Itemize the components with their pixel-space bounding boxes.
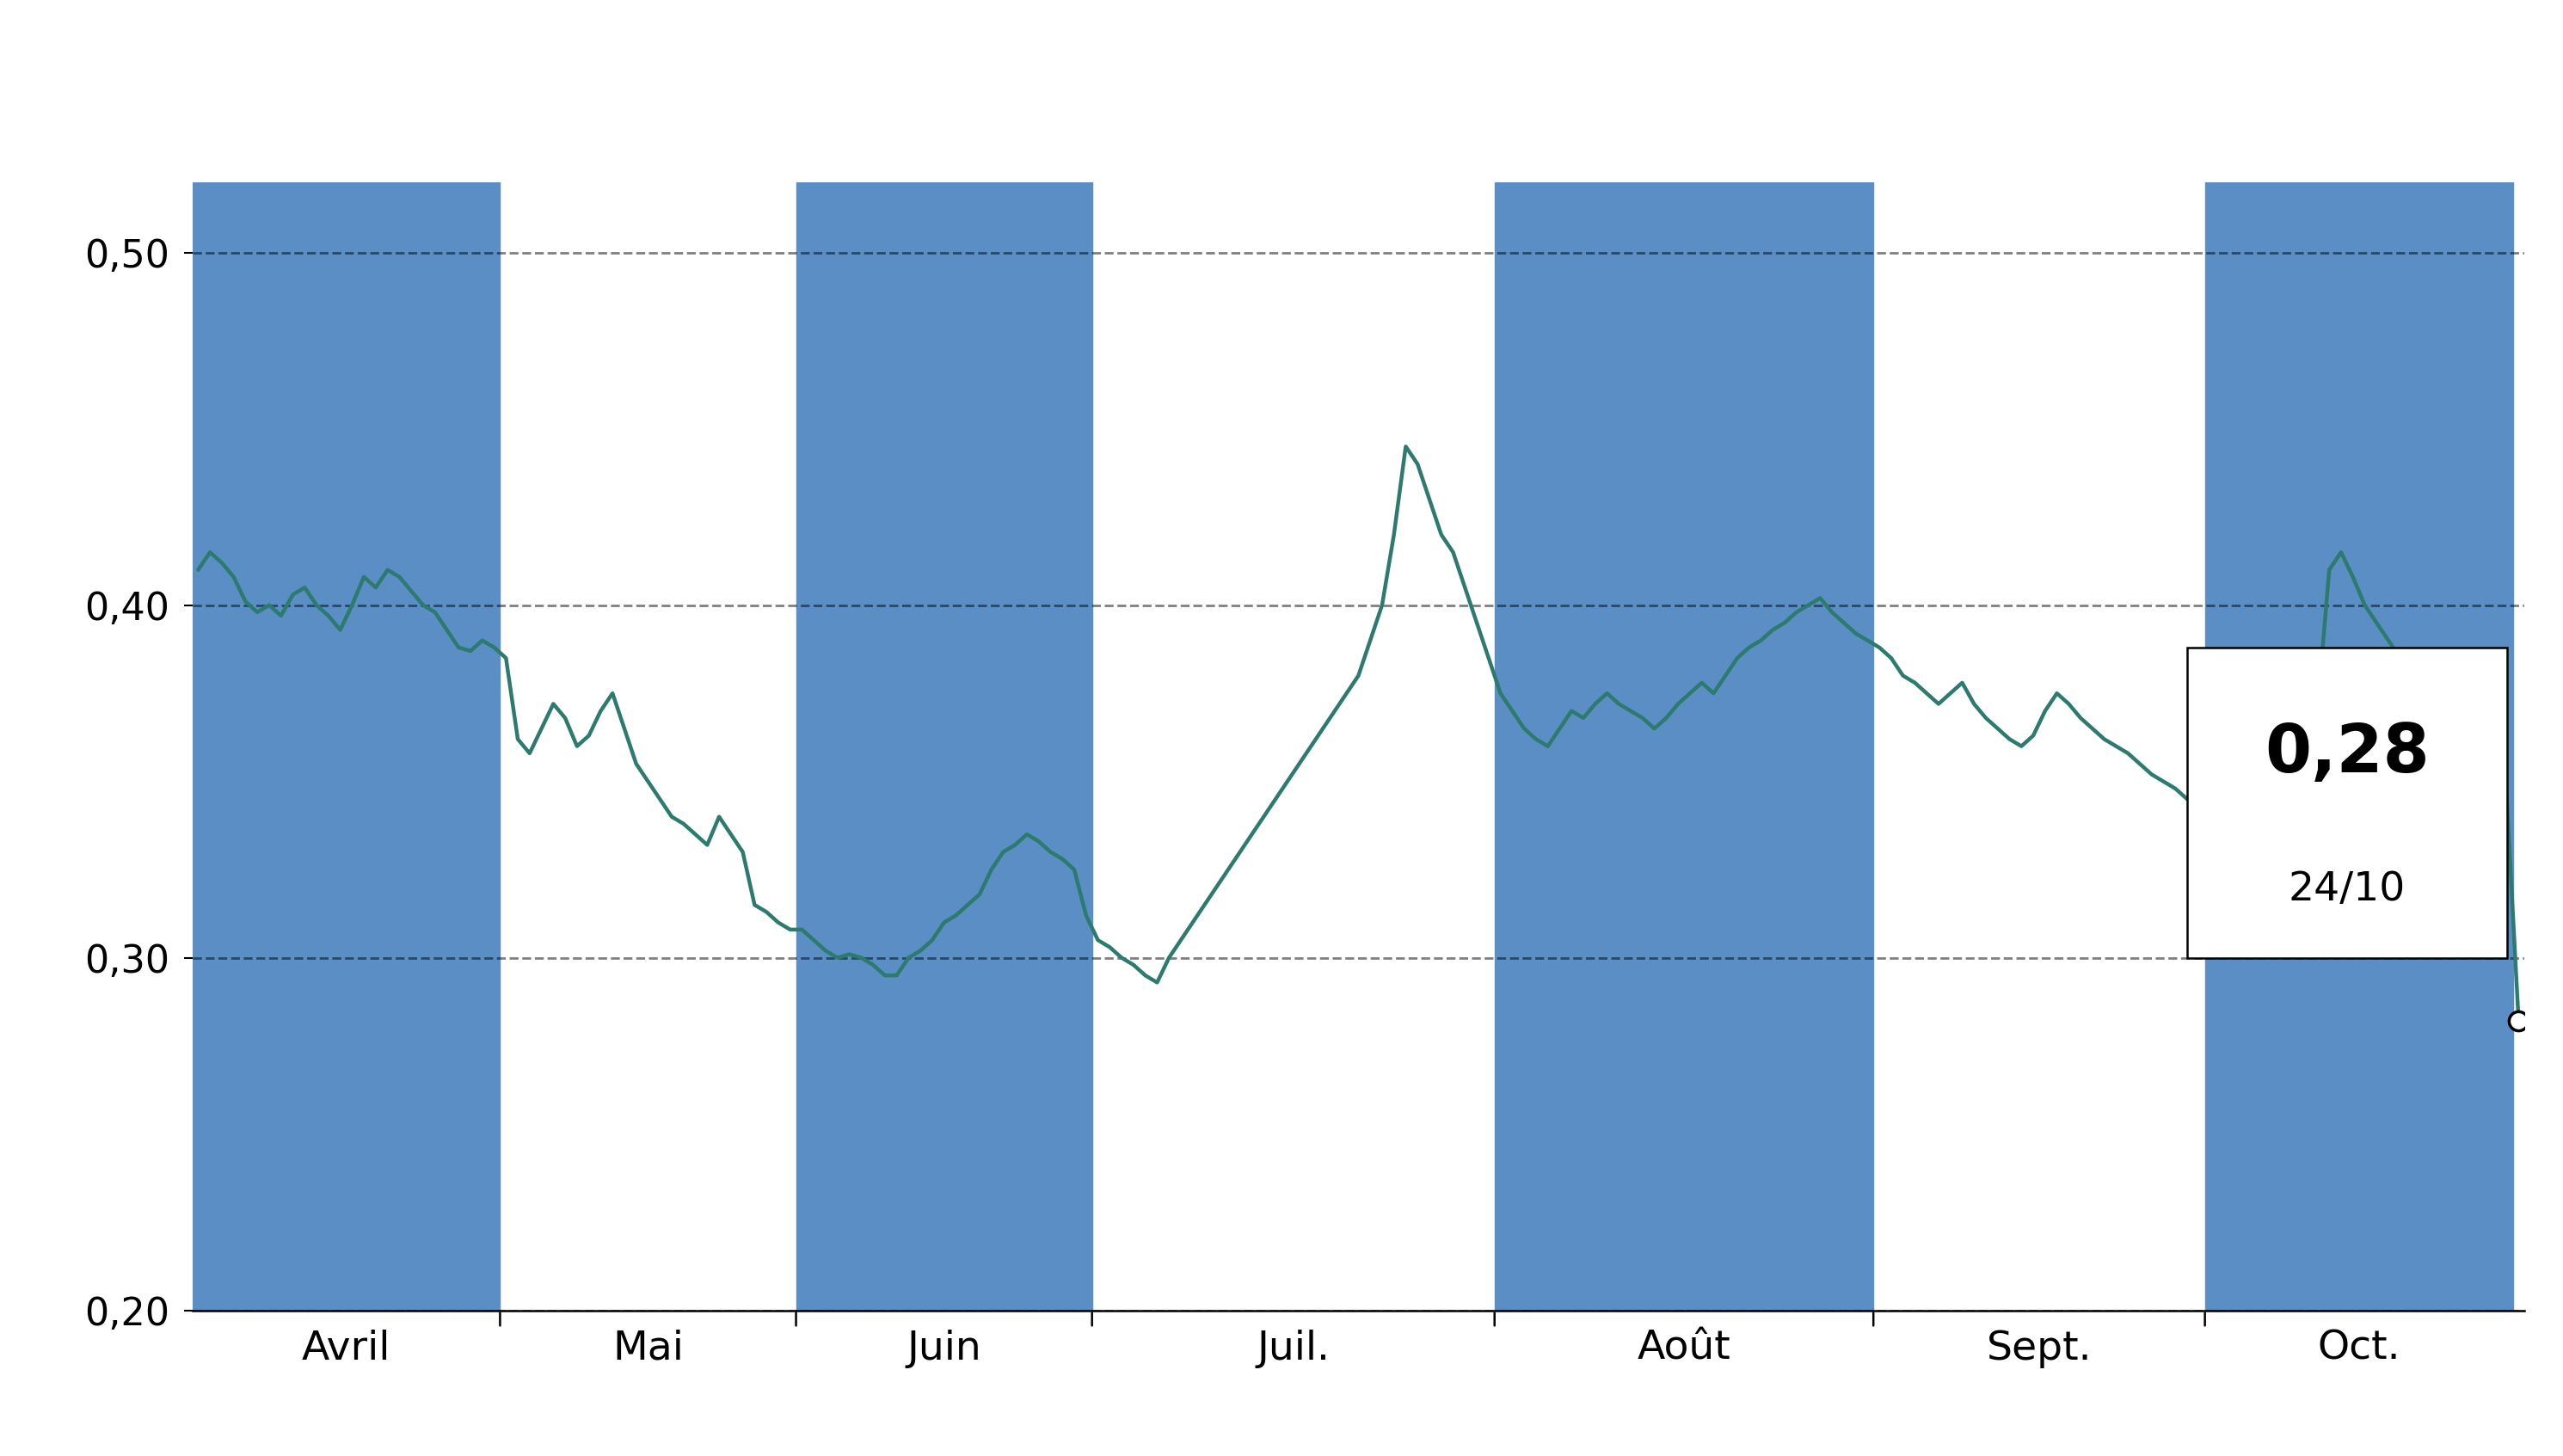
Bar [1494,182,1874,1310]
Text: 0,28: 0,28 [2266,721,2430,786]
Bar [2204,182,2512,1310]
Text: 24/10: 24/10 [2289,871,2407,909]
Text: GENSIGHT BIOLOGICS: GENSIGHT BIOLOGICS [697,38,1866,130]
Bar [192,182,500,1310]
Bar [2186,648,2507,958]
Bar [797,182,1092,1310]
